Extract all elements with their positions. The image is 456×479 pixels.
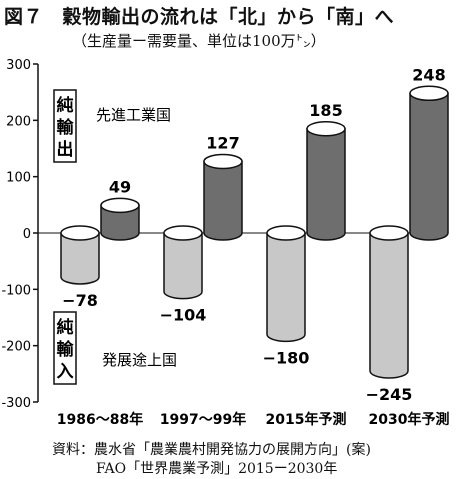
bar-developed	[409, 85, 449, 241]
data-label-developing: −104	[160, 306, 207, 325]
data-label-developing: −245	[366, 385, 413, 404]
y-tick-label: -100	[1, 283, 31, 298]
bar-developed	[203, 153, 243, 241]
y-tick-label: 100	[6, 171, 31, 186]
data-label-developed: 127	[206, 133, 239, 152]
y-tick-label: 200	[6, 114, 31, 129]
bar-developing	[163, 225, 203, 300]
data-label-developing: −78	[62, 291, 98, 310]
data-label-developed: 248	[412, 65, 445, 84]
data-label-developing: −180	[263, 348, 310, 367]
source-note-line1: 資料：農水省「農業農村開発協力の展開方向」(案)	[52, 442, 371, 458]
bar-developed	[306, 121, 346, 241]
x-category-label: 2015年予測	[266, 411, 347, 428]
y-tick-label: 300	[6, 58, 31, 73]
series-label-developed: 先進工業国	[96, 106, 171, 124]
data-label-developed: 49	[109, 177, 131, 196]
svg-text:輸: 輸	[57, 117, 75, 138]
y-tick-label: -200	[1, 340, 31, 355]
y-tick-label: 0	[23, 227, 31, 242]
series-label-developing: 発展途上国	[102, 351, 177, 369]
svg-text:輸: 輸	[57, 339, 75, 360]
bar-developing	[266, 225, 306, 343]
source-note-line2: FAO「世界農業予測」2015ー2030年	[96, 461, 338, 477]
svg-text:純: 純	[57, 317, 74, 338]
data-label-developed: 185	[309, 101, 342, 120]
bars	[60, 85, 449, 379]
svg-text:入: 入	[57, 362, 74, 382]
chart-subtitle: （生産量ー需要量、単位は100万㌧）	[72, 32, 326, 50]
chart-title: 図７ 穀物輸出の流れは「北」から「南」へ	[4, 6, 395, 28]
data-labels: −78 49 1986～88年 −104 127 1997～99年 −180 185 2015年…	[57, 65, 450, 428]
svg-text:出: 出	[57, 139, 74, 160]
bar-developing	[60, 225, 100, 285]
bar-developed	[100, 197, 140, 241]
y-tick-label: -300	[1, 396, 31, 411]
x-category-label: 1997～99年	[160, 411, 246, 428]
bar-developing	[369, 225, 409, 379]
net-import-label: 純輸入	[53, 311, 77, 385]
net-export-label: 純輸出	[53, 89, 77, 163]
x-category-label: 1986～88年	[57, 411, 143, 428]
x-category-label: 2030年予測	[369, 411, 450, 428]
svg-text:純: 純	[57, 95, 74, 116]
